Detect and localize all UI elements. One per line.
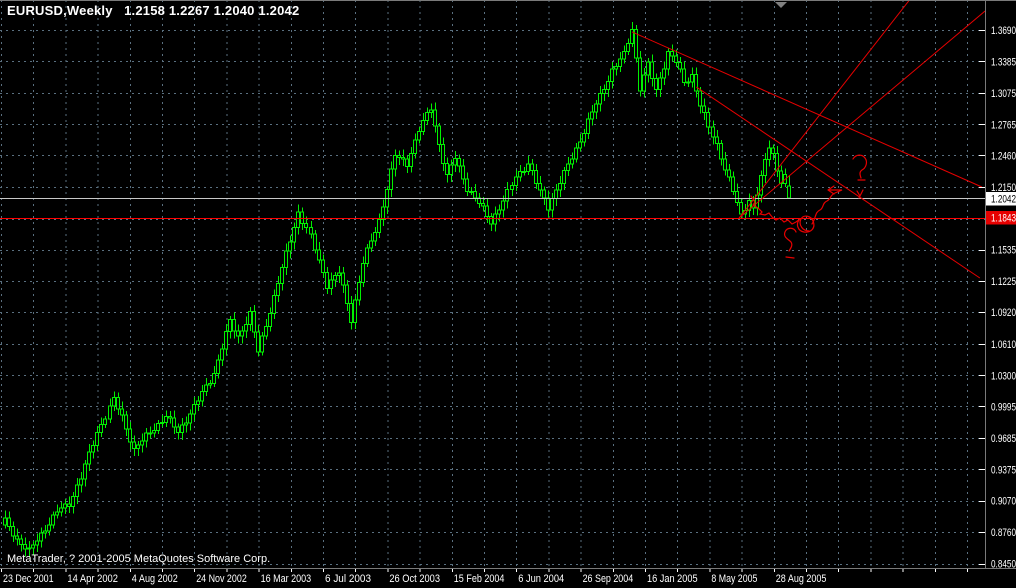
price-axis-label: 1.0300 xyxy=(991,370,1016,382)
trendline-ascending-1[interactable] xyxy=(738,0,910,219)
trendline-descending-2[interactable] xyxy=(696,86,981,279)
time-axis-label: 26 Oct 2003 xyxy=(389,573,440,585)
freehand-breakdown-scribble[interactable] xyxy=(750,195,815,233)
price-axis-label: 1.2765 xyxy=(991,119,1016,131)
time-axis-label: 14 Apr 2002 xyxy=(67,573,118,585)
price-axis-label: 1.0920 xyxy=(991,307,1016,319)
chart-title: EURUSD,Weekly 1.2158 1.2267 1.2040 1.204… xyxy=(7,3,300,18)
price-axis-label: 0.9070 xyxy=(991,496,1016,508)
alert-price-tag-box xyxy=(986,211,1016,225)
price-axis-label: 0.8450 xyxy=(991,559,1016,571)
price-axis-label: 1.3385 xyxy=(991,56,1016,68)
alert-price-tag: 1.1843 xyxy=(991,213,1016,225)
price-axis-label: 0.9685 xyxy=(991,433,1016,445)
freehand-bounce-arrow[interactable] xyxy=(811,185,843,225)
price-axis[interactable]: 1.3690 1.3385 1.3075 1.2765 1.2460 1.2150 1.15… xyxy=(979,25,1016,571)
question-mark-lower[interactable] xyxy=(783,227,797,259)
time-axis-label: 6 Jul 2003 xyxy=(325,573,371,585)
copyright-text: MetaTrader, ? 2001-2005 MetaQuotes Softw… xyxy=(7,553,271,565)
trendline-descending-1[interactable] xyxy=(631,31,983,188)
chart-shift-marker-icon[interactable] xyxy=(775,2,787,8)
time-axis-label: 16 Jan 2005 xyxy=(647,573,698,585)
current-price-tag: 1.2042 xyxy=(991,194,1016,206)
time-axis-label: 4 Aug 2002 xyxy=(132,573,178,585)
time-axis-label: 15 Feb 2004 xyxy=(454,573,505,585)
time-axis[interactable]: 23 Dec 2001 14 Apr 2002 4 Aug 2002 24 Nov 2… xyxy=(1,569,968,585)
time-axis-label: 28 Aug 2005 xyxy=(776,573,827,585)
question-mark-upper[interactable] xyxy=(852,154,868,181)
time-axis-label: 26 Sep 2004 xyxy=(583,573,634,585)
time-axis-label: 24 Nov 2002 xyxy=(196,573,247,585)
time-axis-label: 23 Dec 2001 xyxy=(3,573,54,585)
price-tags: 1.2042 1.1843 xyxy=(986,192,1016,225)
price-axis-label: 1.2460 xyxy=(991,150,1016,162)
price-axis-label: 1.1535 xyxy=(991,245,1016,257)
price-axis-label: 0.8760 xyxy=(991,527,1016,539)
price-axis-label: 1.2150 xyxy=(991,182,1016,194)
question-mark-upper-dot[interactable] xyxy=(856,189,864,199)
price-axis-label: 1.0610 xyxy=(991,339,1016,351)
trendline-ascending-2[interactable] xyxy=(738,10,985,219)
price-axis-label: 0.9375 xyxy=(991,464,1016,476)
price-axis-label: 0.9995 xyxy=(991,401,1016,413)
price-axis-label: 1.3690 xyxy=(991,25,1016,37)
candlestick-series xyxy=(3,21,791,557)
price-axis-label: 1.3075 xyxy=(991,88,1016,100)
current-price-tag-box xyxy=(986,192,1016,206)
time-axis-label: 6 Jun 2004 xyxy=(518,573,564,585)
chart-borders xyxy=(0,0,1016,569)
price-axis-label: 1.1225 xyxy=(991,276,1016,288)
time-axis-label: 16 Mar 2003 xyxy=(261,573,312,585)
time-axis-label: 8 May 2005 xyxy=(711,573,757,585)
